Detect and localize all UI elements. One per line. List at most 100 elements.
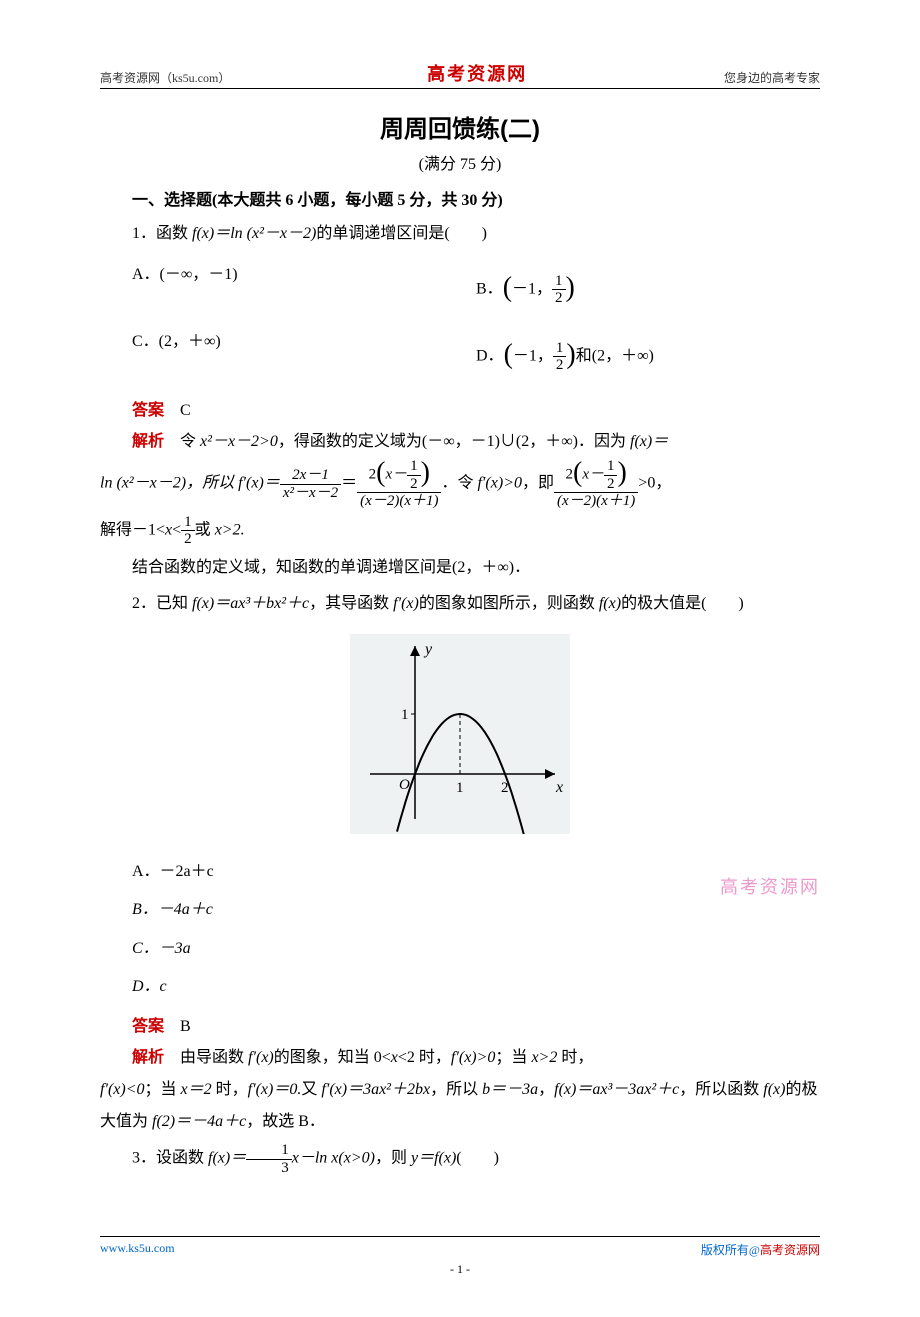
text: ，即: [522, 475, 554, 492]
text: ，所以函数: [679, 1081, 763, 1098]
text: ( ): [456, 1150, 499, 1167]
text: 高考资源网: [760, 1243, 820, 1257]
text: D．: [476, 347, 504, 364]
page-title: 周周回馈练(二): [100, 109, 820, 144]
math: x²－x－2>0: [200, 433, 278, 450]
page-footer: www.ks5u.com 版权所有@高考资源网: [100, 1236, 820, 1258]
text: ；当: [145, 1081, 181, 1098]
q1-optA: A．(－∞，－1): [132, 256, 476, 323]
watermark: 高考资源网: [720, 873, 820, 899]
page-subtitle: (满分 75 分): [100, 150, 820, 174]
frac-n: 1: [604, 458, 618, 476]
q1-stem: 1．函数 f(x)＝ln (x²－x－2)的单调递增区间是( ): [100, 218, 820, 250]
frac-d: (x－2)(x＋1): [357, 493, 441, 510]
q2-options-wrap: 高考资源网 A．－2a＋c B．－4a＋c C．－3a D．c: [100, 853, 820, 1007]
text: ，所以: [430, 1081, 482, 1098]
text: ，得函数的定义域为(－∞，－1)∪(2，＋∞)．因为: [278, 433, 630, 450]
frac-n: 2(x－12): [554, 458, 638, 493]
text: 解得－1<: [100, 522, 165, 539]
math: x＝2: [181, 1081, 212, 1098]
q2-graph: 1O12xy: [100, 634, 820, 839]
frac-n: 2x－1: [280, 467, 341, 485]
frac-d: 2: [181, 531, 195, 548]
frac-d: 3: [246, 1160, 292, 1177]
math: x: [391, 1049, 398, 1066]
text: 的图象，知当 0<: [274, 1049, 391, 1066]
analysis-label: 解析: [132, 1049, 164, 1066]
svg-text:1: 1: [401, 707, 409, 723]
text: －1，: [513, 347, 553, 364]
text: －1，: [512, 280, 552, 297]
text: ．令: [441, 475, 477, 492]
q2-optB: B．－4a＋c: [132, 891, 820, 929]
text: ，则: [375, 1150, 411, 1167]
text: <: [172, 522, 181, 539]
q1-analysis: 解析 令 x²－x－2>0，得函数的定义域为(－∞，－1)∪(2，＋∞)．因为 …: [100, 426, 820, 510]
svg-text:2: 2: [501, 780, 509, 796]
q1-analysis-l4: 结合函数的定义域，知函数的单调递增区间是(2，＋∞)．: [100, 552, 820, 584]
svg-text:x: x: [555, 779, 563, 796]
text: ，故选 B．: [246, 1113, 325, 1130]
math: f′(x)>0: [451, 1049, 496, 1066]
text: 3．设函数: [132, 1150, 208, 1167]
math: y＝f(x): [411, 1150, 456, 1167]
q2-analysis: 解析 由导函数 f′(x)的图象，知当 0<x<2 时，f′(x)>0；当 x>…: [100, 1042, 820, 1138]
section-heading: 一、选择题(本大题共 6 小题，每小题 5 分，共 30 分): [100, 186, 820, 210]
text: <2 时，: [398, 1049, 451, 1066]
math: x－: [385, 467, 407, 483]
text: >0，: [638, 475, 671, 492]
frac-d: (x－2)(x＋1): [554, 493, 638, 510]
math: f′(x)<0: [100, 1081, 145, 1098]
text: ，其导函数: [309, 595, 393, 612]
q2-optC: C．－3a: [132, 930, 820, 968]
text: 2: [565, 467, 573, 483]
q3-stem: 3．设函数 f(x)＝13x－ln x(x>0)，则 y＝f(x)( ): [100, 1142, 820, 1176]
frac-d: x²－x－2: [280, 485, 341, 502]
text: A．－2a＋c: [132, 863, 214, 880]
frac-n: 2(x－12): [357, 458, 441, 493]
frac-n: 1: [181, 514, 195, 532]
text: 的极大值是( ): [621, 595, 744, 612]
page-number: - 1 -: [100, 1262, 820, 1277]
q2-options: A．－2a＋c B．－4a＋c C．－3a D．c: [132, 853, 820, 1007]
footer-left: www.ks5u.com: [100, 1241, 175, 1258]
text: ，: [538, 1081, 554, 1098]
math: f(x): [599, 595, 621, 612]
text: 或: [195, 522, 215, 539]
frac-d: 2: [552, 290, 566, 307]
math: f′(x): [393, 595, 419, 612]
math: f(x)＝ax³＋bx²＋c: [192, 595, 309, 612]
text: 的图象如图所示，则函数: [419, 595, 599, 612]
q2-optA: A．－2a＋c: [132, 853, 820, 891]
math: f′(x)＝: [238, 475, 280, 492]
q1-optB: B．(－1，12): [476, 256, 820, 323]
text: 令: [180, 433, 200, 450]
header-center: 高考资源网: [427, 60, 527, 86]
frac-d: 2: [407, 476, 421, 493]
math: b＝－3a: [482, 1081, 538, 1098]
frac-d: 2: [553, 357, 567, 374]
text: 时，: [557, 1049, 593, 1066]
text: ＝: [341, 475, 357, 492]
math: ln (x²－x－2)，所以: [100, 475, 238, 492]
svg-text:1: 1: [456, 780, 464, 796]
math: f′(x)＝0.: [248, 1081, 302, 1098]
svg-text:O: O: [399, 777, 410, 793]
frac-n: 1: [246, 1142, 292, 1160]
text: ；当: [495, 1049, 531, 1066]
math: f(2)＝－4a＋c: [152, 1113, 246, 1130]
q1-optD: D．(－1，12)和(2，＋∞): [476, 323, 820, 390]
frac-n: 1: [552, 273, 566, 291]
header-left: 高考资源网（ks5u.com）: [100, 69, 230, 86]
math: f′(x)>0: [477, 475, 522, 492]
header-right: 您身边的高考专家: [724, 69, 820, 86]
text: 和(2，＋∞): [576, 347, 654, 364]
text: 2．已知: [132, 595, 192, 612]
text: 由导函数: [180, 1049, 248, 1066]
page-header: 高考资源网（ks5u.com） 高考资源网 您身边的高考专家: [100, 60, 820, 89]
text: 版权所有@: [701, 1243, 760, 1257]
q1-options: A．(－∞，－1) B．(－1，12) C．(2，＋∞) D．(－1，12)和(…: [132, 256, 820, 390]
q1-optC: C．(2，＋∞): [132, 323, 476, 390]
math: f(x)＝ax³－3ax²＋c: [554, 1081, 679, 1098]
text: B．: [476, 280, 503, 297]
